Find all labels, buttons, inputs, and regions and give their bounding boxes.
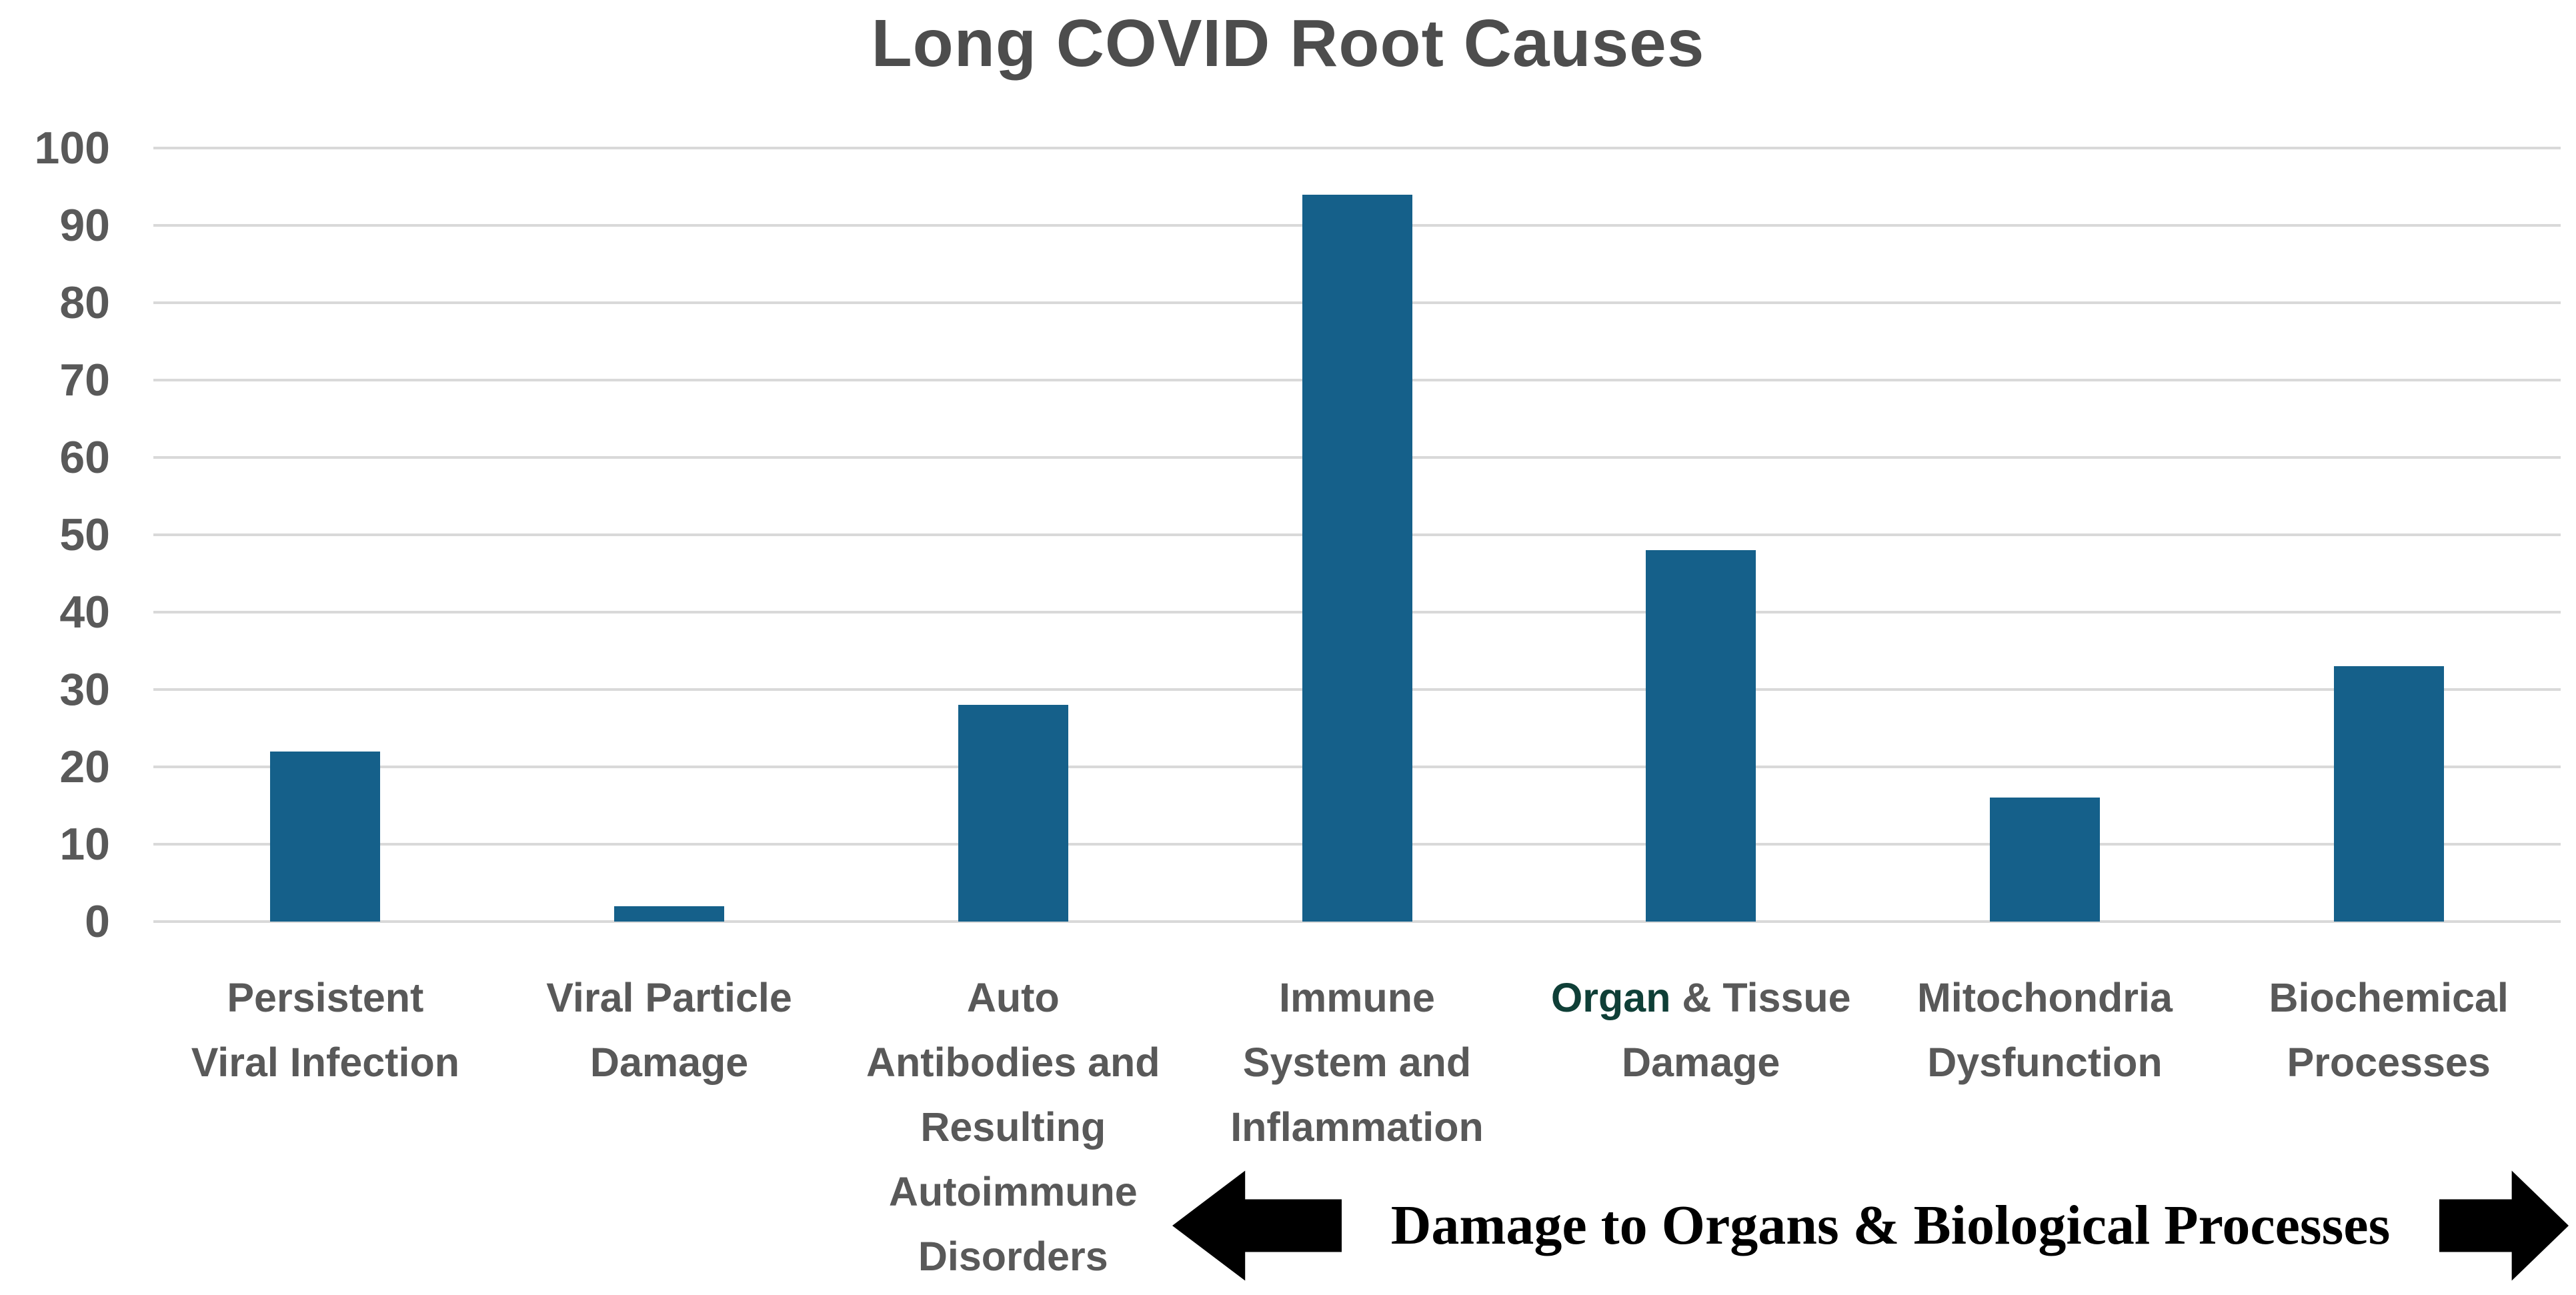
- x-category-label-line: Processes: [2287, 1040, 2491, 1085]
- x-category-label-4: Organ & Tissue Damage: [1509, 966, 1893, 1095]
- highlighted-word: Organ: [1550, 975, 1671, 1020]
- x-category-label-0: Persistent Viral Infection: [133, 966, 517, 1095]
- x-category-label-line: Organ & Tissue: [1550, 975, 1851, 1020]
- x-category-label-line: Viral Particle: [546, 975, 792, 1020]
- chart-title: Long COVID Root Causes: [871, 6, 1705, 81]
- y-tick-label-50: 50: [59, 509, 110, 560]
- x-category-label-line: Disorders: [918, 1234, 1108, 1279]
- bar-3: [1302, 194, 1412, 922]
- y-tick-label-0: 0: [85, 896, 110, 947]
- y-tick-label-90: 90: [59, 200, 110, 251]
- y-tick-label-70: 70: [59, 355, 110, 405]
- x-category-label-line: Persistent: [227, 975, 424, 1020]
- plot-area: [153, 147, 2561, 923]
- bar-0: [270, 751, 381, 922]
- x-category-label-line: System and: [1242, 1040, 1472, 1085]
- x-category-label-1: Viral Particle Damage: [477, 966, 862, 1095]
- y-tick-label-30: 30: [59, 664, 110, 715]
- x-category-label-line: Auto: [966, 975, 1060, 1020]
- right-arrow-icon: [2439, 1170, 2569, 1281]
- x-category-label-6: Biochemical Processes: [2197, 966, 2576, 1095]
- y-tick-label-20: 20: [59, 742, 110, 792]
- y-tick-label-100: 100: [34, 123, 110, 173]
- x-category-label-line: Immune: [1279, 975, 1435, 1020]
- y-tick-label-80: 80: [59, 277, 110, 328]
- bar-5: [1989, 798, 2100, 922]
- gridline-100: [153, 147, 2561, 149]
- y-tick-label-60: 60: [59, 432, 110, 483]
- x-category-label-line: Dysfunction: [1927, 1040, 2163, 1085]
- x-category-label-line: Damage: [1622, 1040, 1780, 1085]
- x-category-label-3: Immune System and Inflammation: [1165, 966, 1549, 1160]
- x-category-label-line: Resulting: [920, 1104, 1106, 1150]
- y-tick-label-40: 40: [59, 587, 110, 637]
- x-category-label-line: Damage: [589, 1040, 749, 1085]
- bar-1: [614, 906, 725, 922]
- left-arrow-icon: [1172, 1170, 1342, 1281]
- gridline-0: [153, 920, 2561, 923]
- x-category-label-line: Inflammation: [1230, 1104, 1484, 1150]
- x-category-label-line: Viral Infection: [191, 1040, 459, 1085]
- x-category-label-5: Mitochondria Dysfunction: [1853, 966, 2237, 1095]
- bar-2: [958, 705, 1068, 922]
- x-category-label-line: Mitochondria: [1916, 975, 2173, 1020]
- bar-6: [2333, 666, 2444, 922]
- x-category-label-line: Biochemical: [2269, 975, 2509, 1020]
- y-tick-label-10: 10: [59, 819, 110, 870]
- bar-4: [1646, 550, 1756, 922]
- annotation-text: Damage to Organs & Biological Processes: [1390, 1194, 2391, 1256]
- x-category-label-line: Antibodies and: [866, 1040, 1160, 1085]
- axis-annotation: Damage to Organs & Biological Processes: [1172, 1166, 2569, 1286]
- x-category-label-2: Auto Antibodies and Resulting Autoimmune Dis…: [821, 966, 1205, 1289]
- x-category-label-line: Autoimmune: [888, 1169, 1138, 1214]
